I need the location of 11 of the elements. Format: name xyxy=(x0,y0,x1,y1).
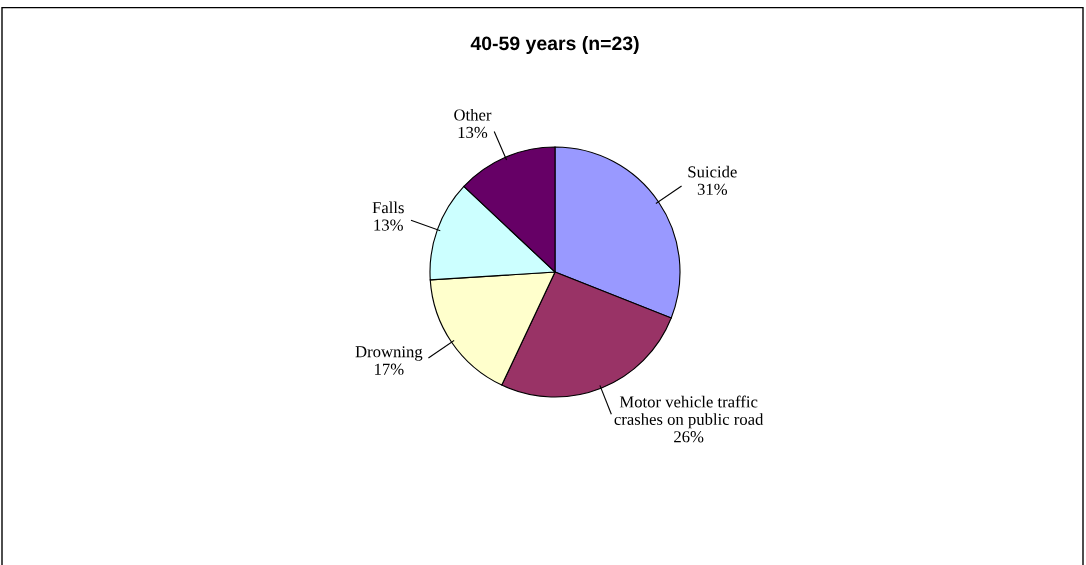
slice-label: Suicide xyxy=(688,165,737,178)
data-label: 13% xyxy=(374,219,403,231)
slice-label: Other xyxy=(454,108,492,121)
chart-title: 40-59 years (n=23) xyxy=(470,35,639,55)
data-label: 17% xyxy=(375,363,404,375)
data-label: 13% xyxy=(458,126,488,139)
data-label: 26% xyxy=(674,431,704,443)
slice-label: Drowning xyxy=(355,346,423,361)
slice-label: Falls xyxy=(372,201,404,214)
data-label: 31% xyxy=(697,183,728,196)
slice-label: Motor vehicle traffic crashes on public road xyxy=(614,395,764,429)
